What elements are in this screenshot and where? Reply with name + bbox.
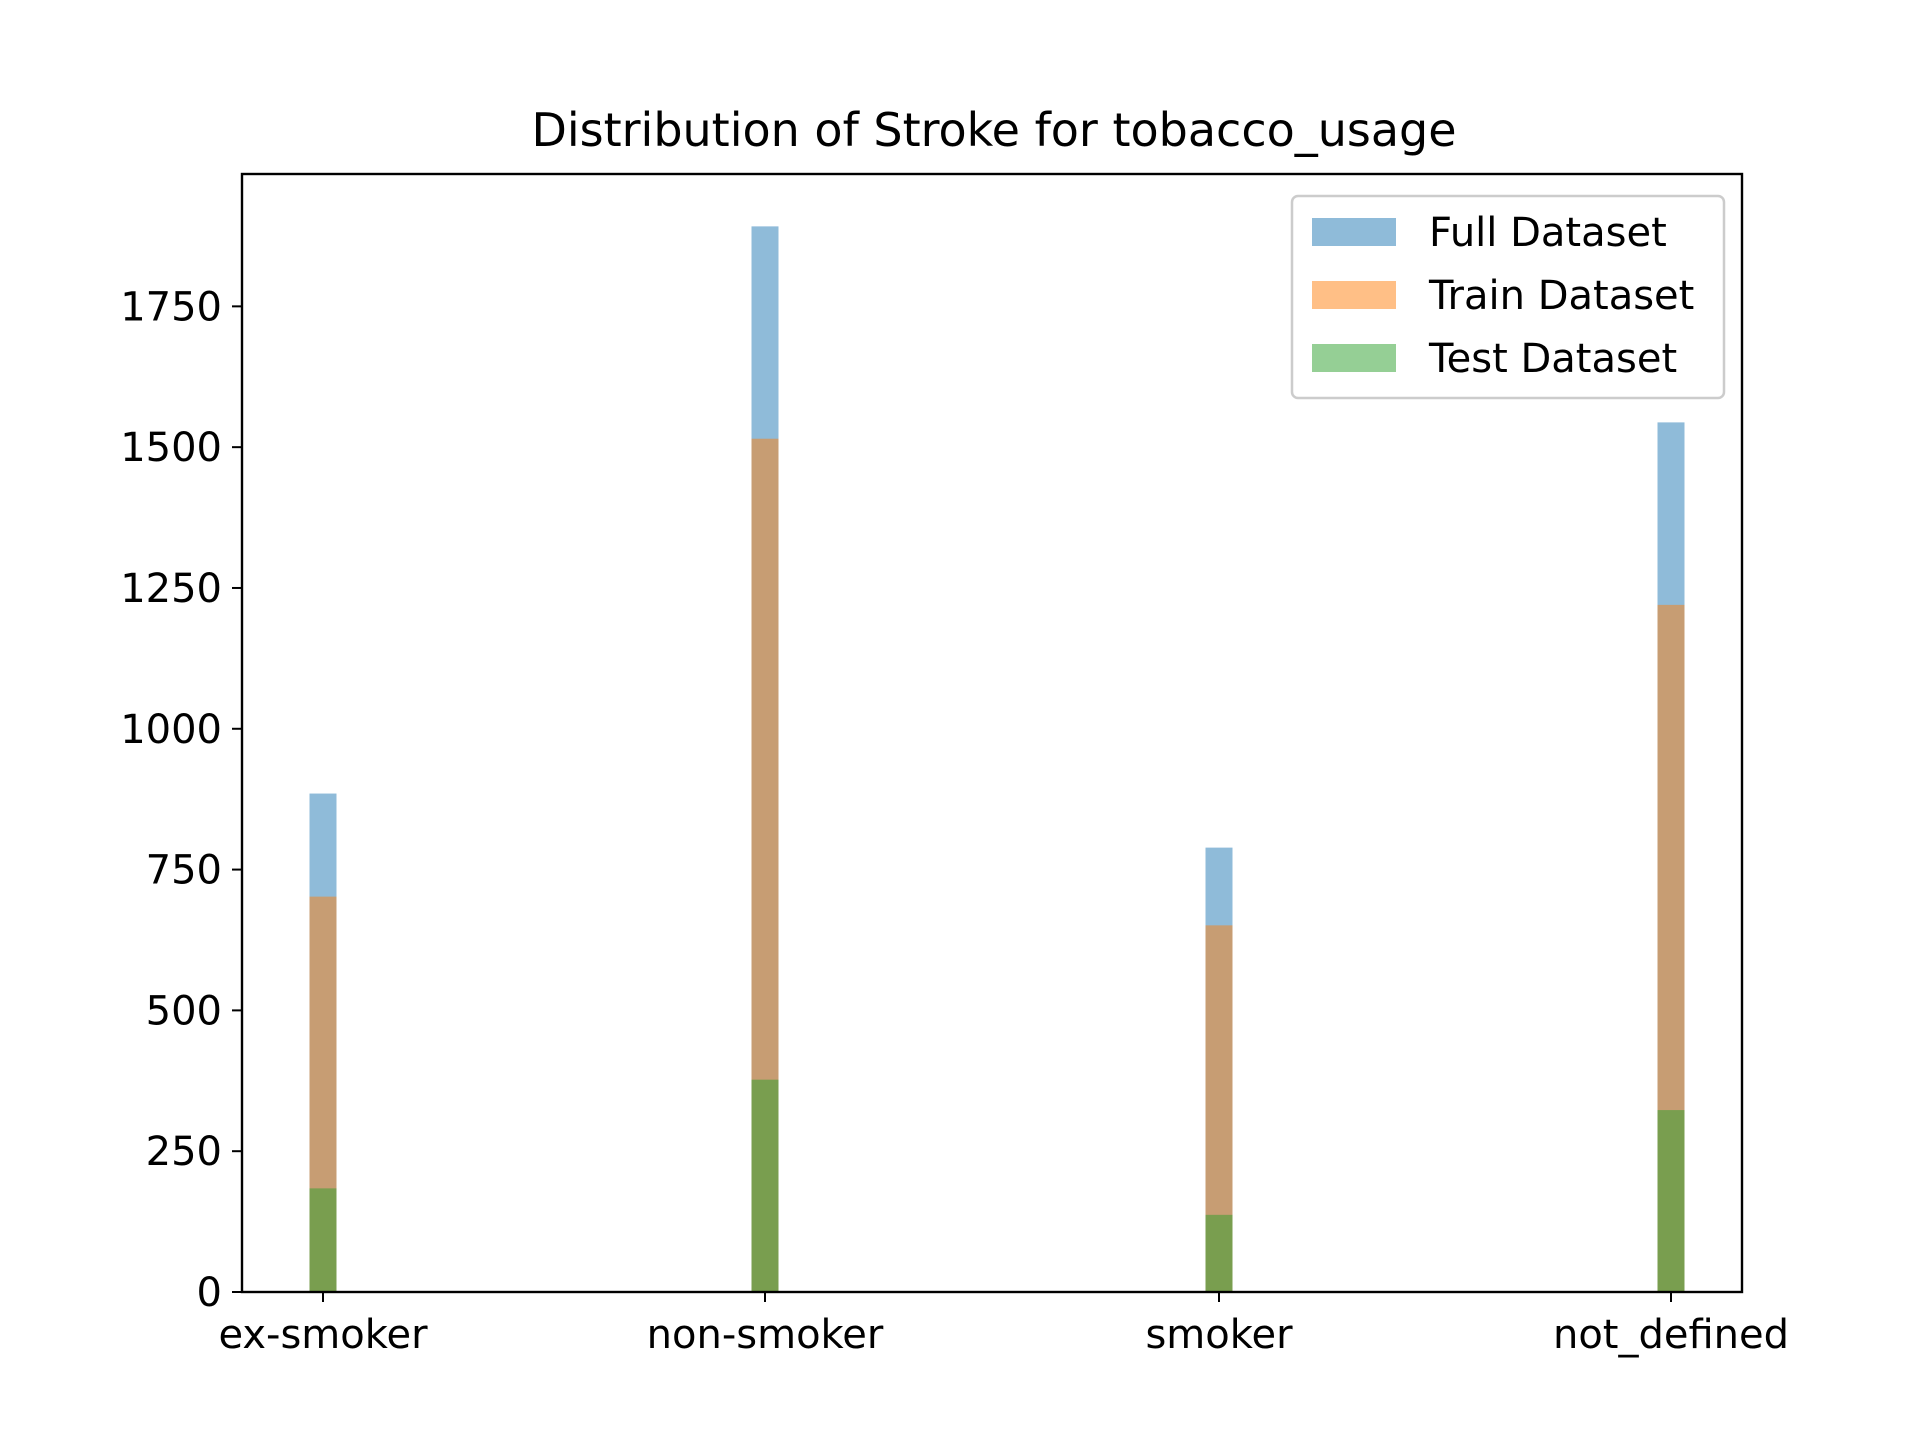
- bar-not_defined-test-dataset: [1657, 1110, 1685, 1292]
- axes-frame: [240, 172, 1744, 1294]
- bar-non-smoker-test-dataset: [751, 1079, 779, 1292]
- x-tick-label: ex-smoker: [218, 1312, 428, 1358]
- bar-smoker-test-dataset: [1205, 1214, 1233, 1292]
- legend-swatch: [1312, 281, 1396, 309]
- series-test-dataset: [309, 1079, 1685, 1292]
- legend-swatch: [1312, 218, 1396, 246]
- y-tick-label: 1000: [120, 707, 222, 753]
- chart-title: Distribution of Stroke for tobacco_usage: [531, 103, 1456, 157]
- y-tick-label: 1750: [120, 284, 222, 330]
- legend-label: Test Dataset: [1428, 336, 1677, 382]
- legend-box: [1290, 194, 1726, 400]
- x-tick-label: non-smoker: [647, 1312, 884, 1358]
- y-tick-label: 1500: [120, 425, 222, 471]
- y-tick-label: 750: [146, 848, 222, 894]
- bar-ex-smoker-test-dataset: [309, 1188, 337, 1292]
- legend-swatch: [1312, 344, 1396, 372]
- y-tick-label: 500: [146, 988, 222, 1034]
- axes-layer: 0 250 500 750 1000 1250 1500 1750 ex-smoker non-s…: [120, 172, 1789, 1358]
- x-tick-label: smoker: [1145, 1312, 1293, 1358]
- y-tick-label: 0: [197, 1270, 222, 1316]
- y-tick-label: 250: [146, 1129, 222, 1175]
- legend-label: Train Dataset: [1428, 273, 1694, 319]
- x-tick-label: not_defined: [1553, 1312, 1789, 1358]
- legend-label: Full Dataset: [1429, 210, 1667, 256]
- legend: Full Dataset Train Dataset Test Dataset: [1290, 194, 1726, 400]
- bars-layer: [309, 226, 1685, 1293]
- y-tick-label: 1250: [120, 566, 222, 612]
